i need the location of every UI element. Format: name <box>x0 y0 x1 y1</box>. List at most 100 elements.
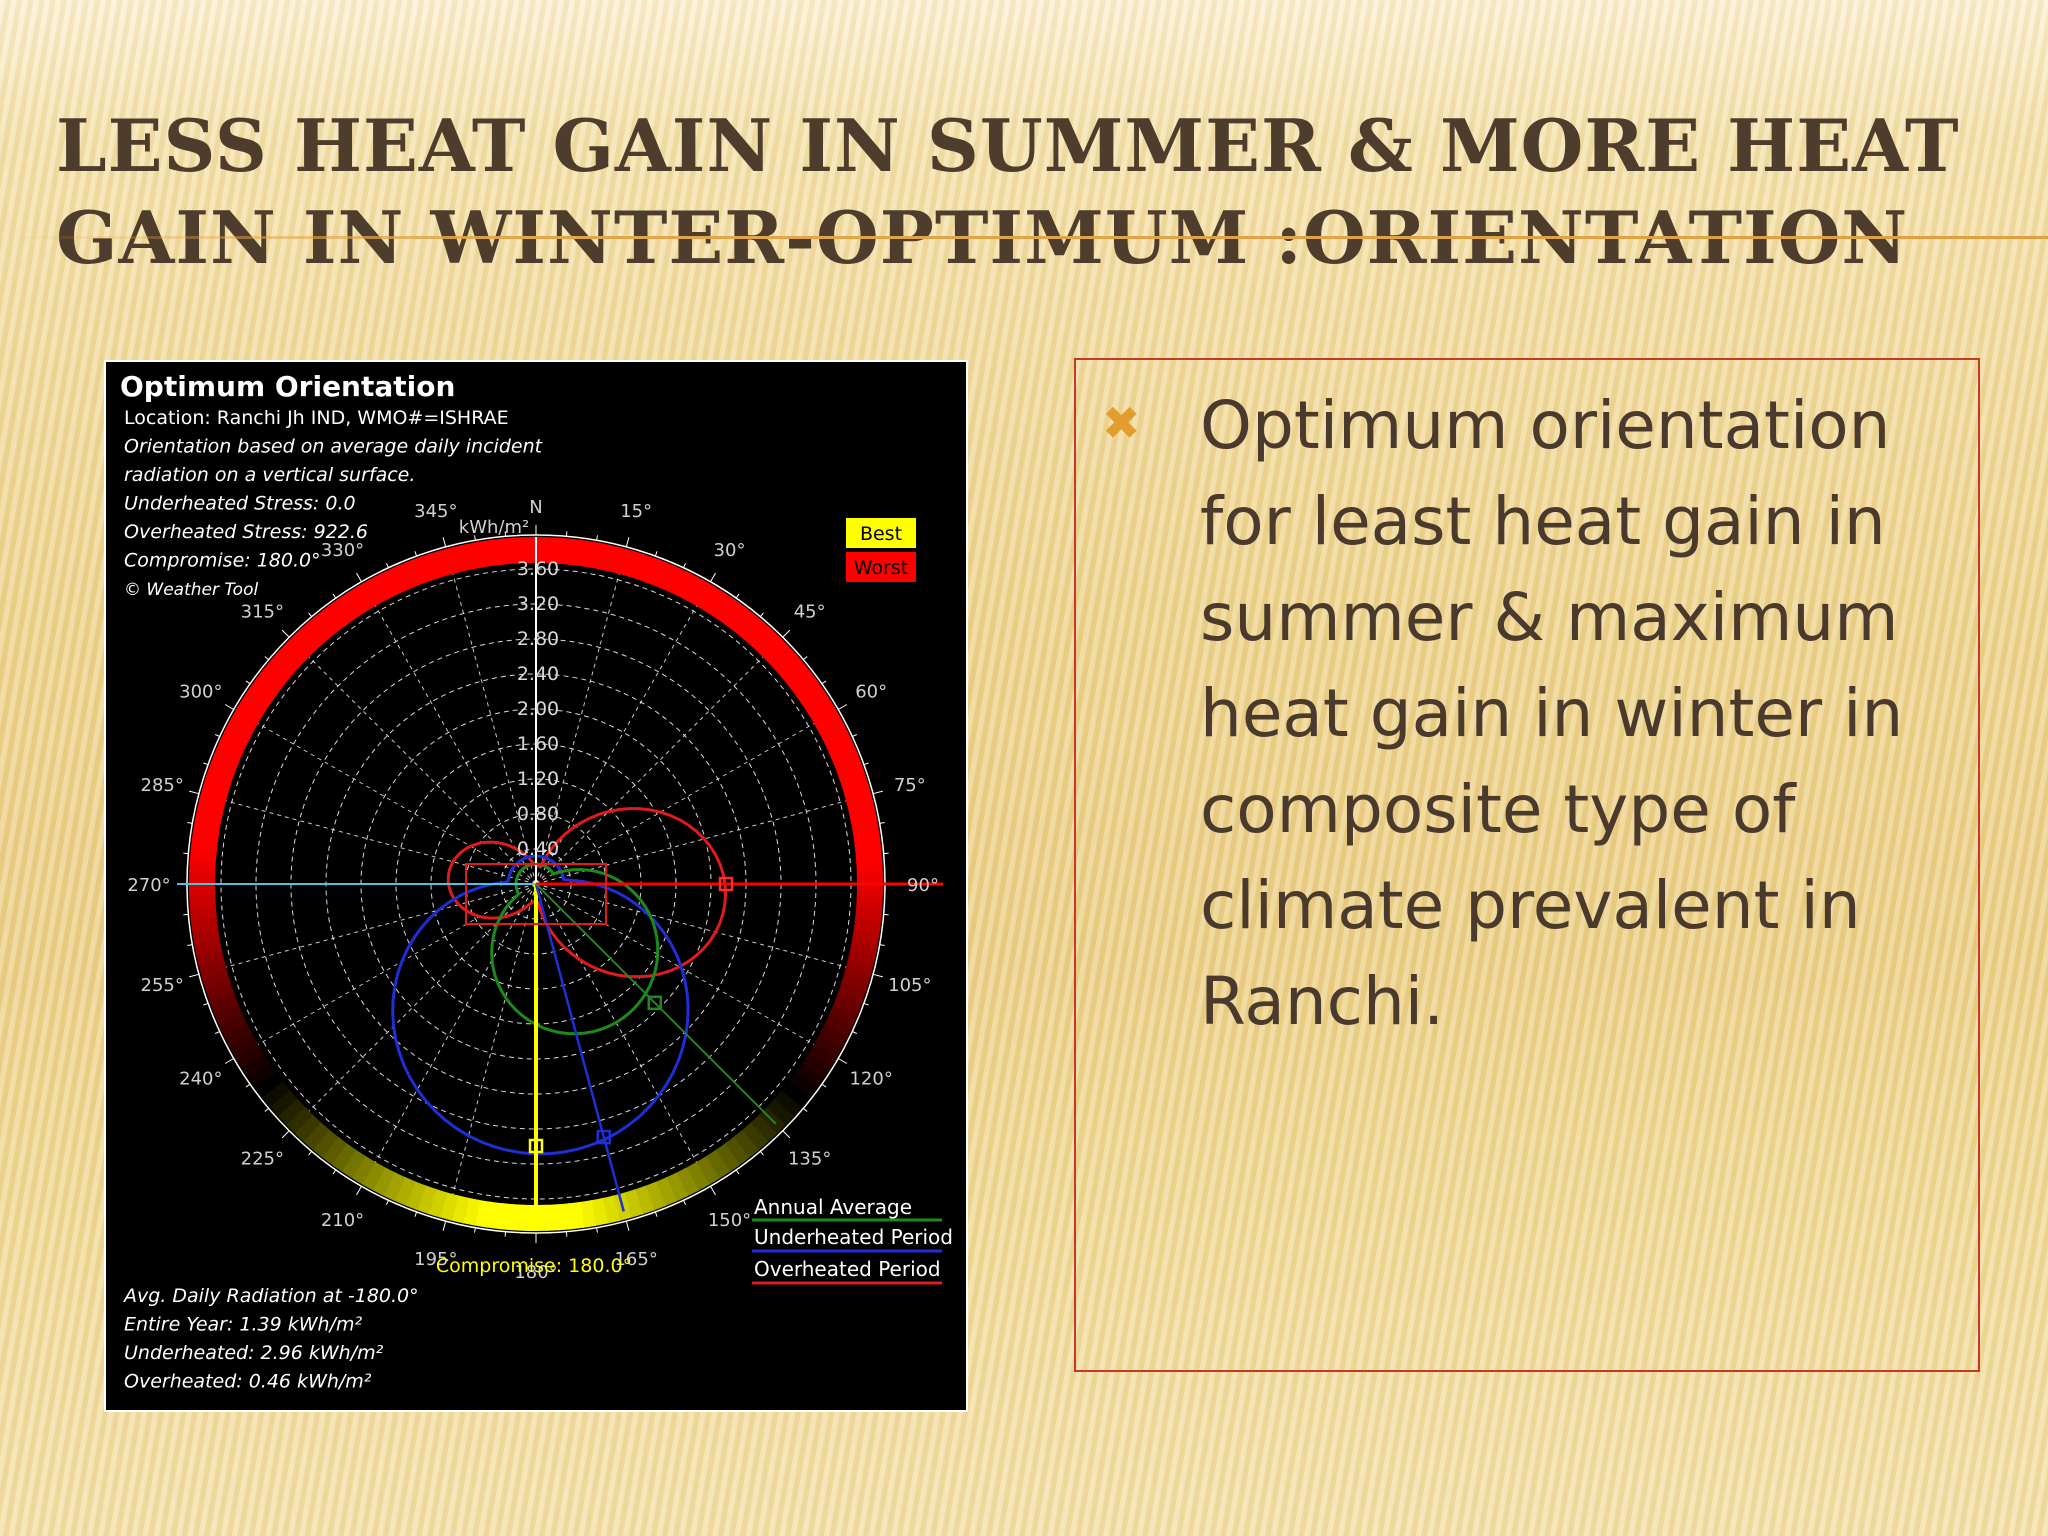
angle-tick <box>203 762 209 766</box>
angle-label: 105° <box>888 975 931 996</box>
angle-label: 240° <box>179 1069 222 1090</box>
ring-segment <box>262 659 292 687</box>
ring-segment <box>853 917 882 935</box>
angle-tick <box>837 1058 848 1064</box>
angle-label: 75° <box>894 775 926 796</box>
compromise-marker <box>528 1138 544 1154</box>
ring-segment <box>196 798 225 818</box>
angle-tick <box>187 822 193 824</box>
angle-tick <box>385 562 389 568</box>
annual-average-curve <box>490 862 660 1036</box>
ring-segment <box>844 961 873 982</box>
info-line: Overheated Stress: 922.6 <box>124 521 368 543</box>
ring-segment <box>807 1044 837 1070</box>
footer-line: Underheated: 2.96 kWh/m² <box>124 1342 384 1364</box>
ring-segment <box>340 1149 366 1179</box>
angle-tick <box>879 822 885 824</box>
angle-tick <box>863 1002 869 1006</box>
angle-tick <box>782 1130 791 1139</box>
chart-info: Location: Ranchi Jh IND, WMO#=ISHRAE Orie… <box>124 407 544 600</box>
unit-label: kWh/m² <box>459 517 529 538</box>
ring-segment <box>545 1204 561 1231</box>
angle-label: 45° <box>794 601 826 622</box>
ring-segment <box>269 1089 298 1117</box>
angular-gridline <box>375 605 537 885</box>
ring-segment <box>286 633 315 662</box>
ring-segment <box>676 572 701 602</box>
ring-segment <box>558 537 575 565</box>
angle-tick <box>414 1211 418 1217</box>
annual-marker <box>647 995 663 1011</box>
ring-segment <box>450 1195 470 1224</box>
angular-gridline <box>308 883 537 1112</box>
angle-tick <box>224 1058 235 1064</box>
ring-segment <box>417 553 439 583</box>
angle-tick <box>332 1169 337 1175</box>
ring-segment <box>788 670 818 697</box>
ring-segment <box>223 1023 253 1047</box>
ring-segment <box>360 1161 386 1191</box>
ring-segment <box>624 550 645 580</box>
ring-segment <box>750 626 779 655</box>
angle-tick <box>224 704 235 710</box>
underheated-marker <box>596 1129 612 1145</box>
ring-segment <box>383 566 408 596</box>
ring-segment <box>192 821 221 840</box>
north-label: N <box>529 497 542 518</box>
ring-segment <box>794 1063 824 1090</box>
angle-tick <box>474 1227 476 1233</box>
angular-gridline <box>257 723 537 885</box>
radial-tick-label: 0.40 <box>517 838 559 860</box>
radial-tick-label: 3.20 <box>517 593 559 615</box>
ring-segment <box>829 742 859 766</box>
ring-segment <box>487 538 505 567</box>
bullet-textbox: ✖ Optimum orientation for least heat gai… <box>1074 358 1980 1372</box>
angle-tick <box>356 572 362 583</box>
ring-segment <box>654 1177 678 1207</box>
ring-segment <box>228 1033 259 1058</box>
ring-segment <box>664 1172 689 1202</box>
angle-label: 315° <box>241 601 284 622</box>
underheated-direction-arrow <box>534 883 625 1212</box>
ring-segment <box>198 959 228 980</box>
ring-segment <box>352 582 378 612</box>
worst-label: Worst <box>854 557 908 579</box>
optimum-orientation-chart: 0.40 0.80 1.20 1.60 2.00 2.40 2.80 3.20 3.60 15° 3… <box>106 362 966 1410</box>
ring-segment <box>285 1105 314 1134</box>
info-line: radiation on a vertical surface. <box>124 464 415 486</box>
angle-label: 225° <box>241 1149 284 1170</box>
ring-segment <box>382 1171 406 1201</box>
angle-tick <box>683 562 687 568</box>
ring-segment <box>270 650 299 678</box>
angle-label: 90° <box>907 875 939 896</box>
ring-segment <box>795 680 825 706</box>
ring-segment <box>294 624 323 654</box>
ring-segment <box>547 537 563 564</box>
angular-gridline <box>535 605 697 885</box>
ring-segment <box>229 708 259 734</box>
angle-tick <box>596 1227 598 1233</box>
ring-segment <box>193 938 223 957</box>
ring-segment <box>189 845 217 862</box>
compromise-label: Compromise: 180.0° <box>436 1255 632 1277</box>
ring-segment <box>773 1090 802 1118</box>
ring-segment <box>293 1113 322 1142</box>
ring-segment <box>202 775 232 796</box>
angle-tick <box>837 704 848 710</box>
angle-label: 15° <box>620 501 652 522</box>
angle-tick <box>654 551 658 557</box>
ring-segment <box>194 810 223 829</box>
angle-label: 30° <box>714 540 746 561</box>
ring-segment <box>473 1199 492 1228</box>
ring-segment <box>706 589 732 619</box>
ring-segment <box>780 1081 810 1109</box>
angular-gridline <box>225 800 537 885</box>
ring-segment <box>190 915 219 933</box>
ring-segment <box>849 939 878 958</box>
ring-segment <box>234 1042 264 1068</box>
ring-segment <box>302 1121 330 1150</box>
angular-gridline <box>535 883 847 968</box>
ring-segment <box>828 1004 858 1027</box>
ring-segment <box>438 1192 459 1221</box>
ring-segment <box>613 547 634 576</box>
